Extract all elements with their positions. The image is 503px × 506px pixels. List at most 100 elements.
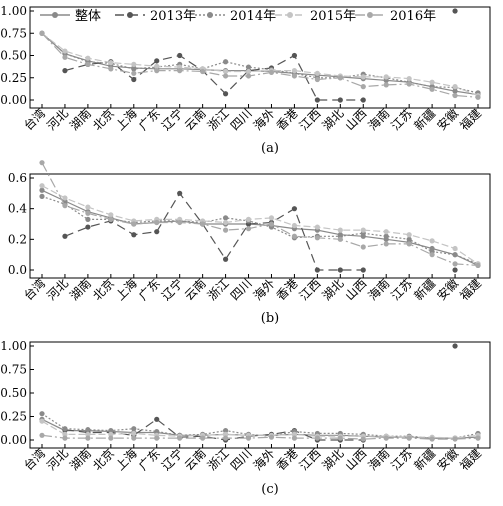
data-point [131,435,137,441]
x-tick-label: 北京 [90,276,117,303]
data-point [360,74,366,80]
legend-marker-2 [127,12,133,18]
data-point [154,219,160,226]
x-tick-label: 北京 [90,106,117,133]
data-point [108,60,114,66]
data-point [360,227,366,233]
x-tick-label: 辽宁 [158,106,186,134]
series-line-5 [41,434,479,440]
data-point [154,428,160,435]
data-point [291,435,298,441]
series-line-4 [41,32,479,97]
data-point [222,431,229,437]
x-tick-label: 山西 [343,446,370,473]
series-line-3 [41,32,479,94]
x-tick-label: 山西 [343,106,370,133]
chart-panel-1: 0.00 0.25 0.50 0.75 1.00 台湾河北湖南北京上海广东辽宁云南浙江四川… [0,4,491,156]
panel-label: (a) [261,141,279,156]
series-line-4 [41,185,479,265]
data-point [108,212,114,218]
x-tick-label: 广东 [136,446,163,473]
x-tick-label: 海外 [250,446,278,474]
y-tick-label: 0.50 [0,49,27,63]
y-tick-label: 0.00 [0,93,27,107]
x-tick-label: 北京 [90,446,117,473]
data-point [39,411,45,417]
data-point [314,224,320,230]
x-tick-label: 新疆 [411,276,439,304]
data-point [475,262,481,268]
data-point [452,343,458,349]
data-point [62,54,68,60]
y-tick-label: 0.50 [0,386,27,400]
x-tick-label: 湖南 [66,276,94,304]
x-tick-label: 海南 [365,446,393,474]
x-tick-label: 辽宁 [158,276,186,304]
y-tick-label: 0.00 [0,433,27,447]
data-point [452,8,458,14]
panel-label: (b) [261,311,279,326]
data-point [383,233,389,239]
data-point [62,68,68,74]
data-point [62,233,68,239]
legend-label-2: 2013年 [150,9,196,24]
data-point [360,436,366,442]
series-line-3 [41,413,479,439]
data-point [108,216,114,222]
data-point [131,221,137,227]
data-point [314,70,320,76]
data-point [154,63,160,69]
legend-label-1: 整体 [75,9,101,24]
data-point [429,436,435,442]
x-tick-label: 山西 [343,276,370,303]
data-point [406,435,412,441]
data-point [245,226,252,232]
x-tick-label: 湖北 [319,106,347,134]
data-point [452,261,458,267]
data-point [222,91,229,97]
data-point [177,219,183,226]
data-point [245,73,252,79]
x-tick-label: 台湾 [21,276,49,304]
y-tick-label: 1.00 [0,4,27,18]
x-tick-label: 江苏 [388,276,415,303]
data-point [360,84,366,90]
data-point [222,428,229,434]
data-point [62,435,68,441]
x-tick-label: 浙江 [205,106,232,133]
data-point [62,203,68,209]
data-point [406,76,412,82]
x-tick-label: 云南 [181,446,209,474]
x-tick-label: 江苏 [388,446,415,473]
x-tick-label: 河北 [44,276,71,303]
data-point [383,241,389,247]
x-tick-label: 四川 [228,446,255,473]
data-point [200,68,206,75]
data-point [268,434,275,440]
data-point [131,70,137,76]
y-tick-label: 0.4 [8,202,27,216]
data-point [245,435,252,441]
x-tick-label: 江西 [297,106,324,133]
x-tick-label: 广东 [136,276,163,303]
data-point [314,235,320,241]
data-point [131,426,137,432]
legend-label-4: 2015年 [310,9,356,24]
x-tick-label: 云南 [181,106,209,134]
data-point [268,69,275,76]
data-point [200,221,206,227]
data-point [406,81,412,87]
data-point [475,435,481,441]
data-point [200,435,206,441]
data-point [291,222,298,229]
legend-marker-5 [367,12,373,18]
x-tick-label: 四川 [228,276,255,303]
x-tick-label: 福建 [457,106,485,134]
data-point [314,435,320,441]
x-tick-label: 湖南 [66,106,94,134]
plot-frame [29,6,491,109]
data-point [177,190,183,196]
data-point [406,241,412,247]
data-point [337,435,343,441]
data-point [108,435,114,441]
